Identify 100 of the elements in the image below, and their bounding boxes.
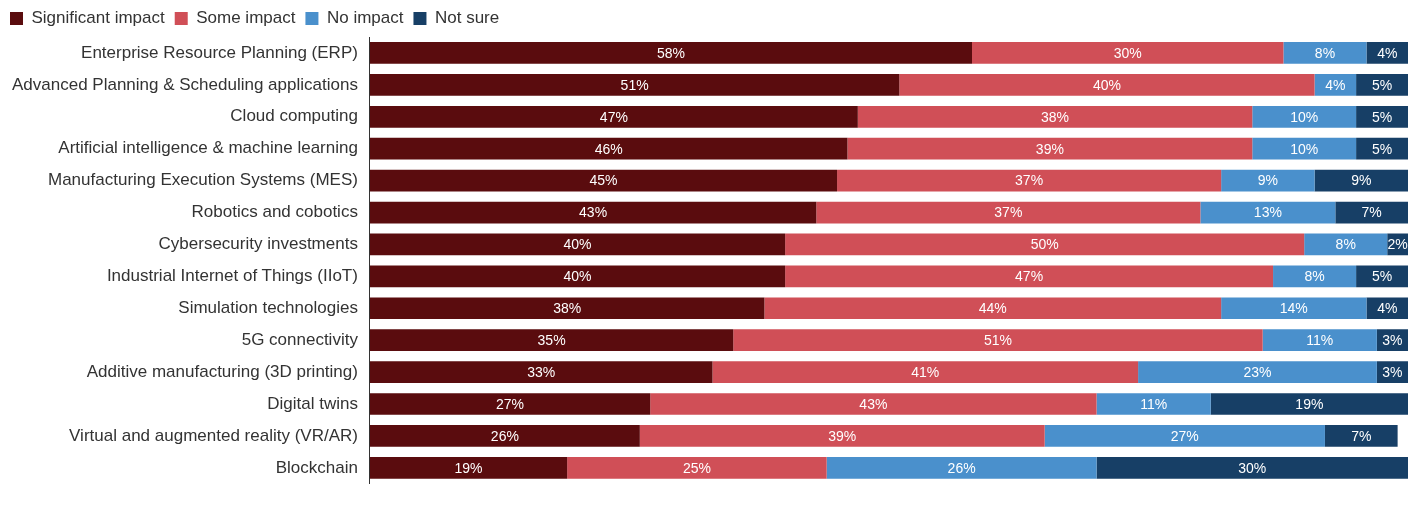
data-label: 13% xyxy=(1253,204,1282,221)
data-label: 3% xyxy=(1382,363,1403,380)
bar xyxy=(1356,137,1408,160)
bar xyxy=(1324,425,1398,447)
bar xyxy=(369,42,972,64)
data-label: 37% xyxy=(1015,172,1044,189)
y-tick-label: Cybersecurity investments xyxy=(158,234,358,254)
bar xyxy=(1221,169,1315,192)
bar xyxy=(785,233,1305,256)
data-label: 5% xyxy=(1371,140,1393,157)
data-label: 11% xyxy=(1306,332,1334,349)
data-label: 51% xyxy=(620,76,649,93)
legend-label: Some impact xyxy=(196,8,296,28)
y-tick-label: Simulation technologies xyxy=(178,297,358,317)
bar xyxy=(369,456,568,479)
data-label: 4% xyxy=(1377,300,1398,317)
bar xyxy=(899,74,1315,96)
bar xyxy=(785,265,1274,288)
bar xyxy=(369,265,786,288)
bar xyxy=(972,42,1284,64)
bar xyxy=(369,233,786,256)
data-label: 8% xyxy=(1314,44,1336,61)
data-label: 43% xyxy=(579,204,608,221)
legend-label: Not sure xyxy=(434,8,500,28)
bar xyxy=(639,425,1045,447)
bar xyxy=(1221,297,1367,320)
data-label: 25% xyxy=(682,459,711,476)
bar xyxy=(826,456,1097,479)
data-label: 30% xyxy=(1238,459,1267,476)
data-label: 40% xyxy=(1092,76,1121,93)
data-label: 27% xyxy=(1170,427,1199,444)
data-label: 30% xyxy=(1113,44,1142,61)
bar xyxy=(369,393,651,415)
data-label: 8% xyxy=(1335,236,1356,253)
bar xyxy=(369,105,858,128)
bar xyxy=(847,137,1253,160)
y-tick-label: 5G connectivity xyxy=(241,329,359,349)
bar xyxy=(369,74,900,96)
y-tick-label: Advanced Planning & Scheduling applications xyxy=(11,74,358,94)
bar xyxy=(764,297,1222,320)
data-label: 11% xyxy=(1140,395,1168,412)
data-label: 44% xyxy=(978,300,1007,317)
data-label: 5% xyxy=(1371,268,1393,285)
bar xyxy=(369,297,765,320)
bar xyxy=(369,201,817,224)
legend-label: Significant impact xyxy=(31,8,165,28)
data-label: 39% xyxy=(828,427,857,444)
data-label: 10% xyxy=(1290,108,1319,125)
y-tick-label: Enterprise Resource Planning (ERP) xyxy=(81,42,358,62)
bar xyxy=(1096,393,1211,415)
data-label: 19% xyxy=(1295,395,1324,412)
y-tick-label: Digital twins xyxy=(267,393,358,413)
bar xyxy=(1200,201,1336,224)
data-label: 46% xyxy=(594,140,623,157)
y-tick-label: Additive manufacturing (3D printing) xyxy=(86,361,358,381)
y-tick-label: Blockchain xyxy=(275,457,358,477)
data-label: 38% xyxy=(1041,108,1070,125)
data-label: 23% xyxy=(1243,363,1272,380)
y-tick-label: Virtual and augmented reality (VR/AR) xyxy=(69,425,358,445)
data-label: 19% xyxy=(454,459,483,476)
y-tick-label: Manufacturing Execution Systems (MES) xyxy=(48,170,358,190)
data-label: 35% xyxy=(537,332,566,349)
data-label: 38% xyxy=(553,300,582,317)
bar xyxy=(1335,201,1408,224)
data-label: 27% xyxy=(496,395,525,412)
data-label: 3% xyxy=(1382,332,1403,349)
data-label: 5% xyxy=(1371,76,1393,93)
bar xyxy=(1210,393,1408,415)
bar xyxy=(369,329,734,352)
data-label: 45% xyxy=(589,172,618,189)
y-tick-label: Artificial intelligence & machine learning xyxy=(58,138,358,158)
y-tick-label: Industrial Internet of Things (IIoT) xyxy=(106,266,358,286)
data-label: 47% xyxy=(1015,268,1044,285)
bar xyxy=(1252,105,1357,128)
bar xyxy=(1138,361,1377,383)
data-label: 9% xyxy=(1257,172,1278,189)
data-label: 4% xyxy=(1325,76,1346,93)
data-label: 10% xyxy=(1290,140,1319,157)
data-label: 51% xyxy=(983,332,1012,349)
data-label: 41% xyxy=(911,363,940,380)
bar xyxy=(712,361,1139,383)
data-label: 2% xyxy=(1387,236,1408,253)
data-label: 14% xyxy=(1279,300,1308,317)
data-label: 58% xyxy=(656,44,685,61)
data-label: 4% xyxy=(1377,44,1398,61)
bar xyxy=(369,425,640,447)
data-label: 37% xyxy=(994,204,1023,221)
data-label: 26% xyxy=(490,427,519,444)
bar xyxy=(1096,456,1408,479)
data-label: 7% xyxy=(1351,427,1372,444)
y-tick-label: Robotics and cobotics xyxy=(191,202,358,222)
bar xyxy=(1044,425,1325,447)
y-tick-label: Cloud computing xyxy=(230,106,358,126)
bar xyxy=(733,329,1263,352)
data-label: 43% xyxy=(859,395,888,412)
data-label: 8% xyxy=(1304,268,1325,285)
bar xyxy=(1283,42,1367,64)
data-label: 39% xyxy=(1035,140,1064,157)
bar xyxy=(369,137,848,160)
data-label: 5% xyxy=(1371,108,1393,125)
